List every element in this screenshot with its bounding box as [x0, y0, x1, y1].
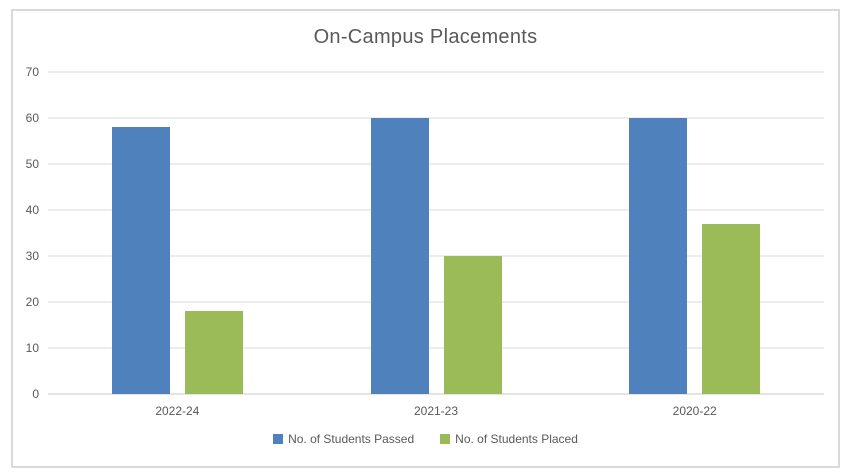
- bar-no-of-students-placed-2020-22: [702, 223, 761, 394]
- chart-title: On-Campus Placements: [313, 26, 538, 48]
- bar-group-2021-23: [307, 72, 566, 394]
- bar-no-of-students-placed-2021-23: [443, 256, 502, 394]
- legend-item-no-of-students-passed: No. of Students Passed: [273, 432, 414, 446]
- gridline-40: [48, 209, 824, 211]
- y-tick-label-0: 0: [32, 387, 39, 401]
- legend-label: No. of Students Placed: [455, 432, 578, 446]
- y-tick-label-10: 10: [25, 341, 39, 355]
- y-tick-label-60: 60: [25, 111, 39, 125]
- bar-group-2022-24: [48, 72, 307, 394]
- gridline-0: [48, 393, 824, 395]
- legend-label: No. of Students Passed: [288, 432, 415, 446]
- gridline-10: [48, 347, 824, 349]
- gridline-60: [48, 117, 824, 119]
- x-axis-labels: 2022-24 2021-23 2020-22: [48, 404, 824, 418]
- legend-item-no-of-students-placed: No. of Students Placed: [440, 432, 578, 446]
- legend-swatch-icon: [273, 434, 284, 444]
- bar-groups: [48, 72, 824, 394]
- bar-no-of-students-placed-2022-24: [184, 311, 243, 394]
- y-tick-label-50: 50: [25, 157, 39, 171]
- bar-no-of-students-passed-2020-22: [629, 118, 688, 394]
- x-tick-label-2022-24: 2022-24: [155, 404, 200, 418]
- gridline-30: [48, 255, 824, 257]
- gridline-50: [48, 163, 824, 165]
- gridline-20: [48, 301, 824, 303]
- bar-group-2020-22: [565, 72, 824, 394]
- legend: No. of Students Passed No. of Students Pl…: [13, 432, 838, 446]
- bar-no-of-students-passed-2022-24: [111, 127, 170, 394]
- chart-frame: On-Campus Placements 0 10 20 30 40 50 60 70 2022…: [11, 9, 840, 468]
- y-tick-label-20: 20: [25, 295, 39, 309]
- x-tick-label-2021-23: 2021-23: [413, 404, 459, 418]
- y-tick-label-40: 40: [25, 203, 39, 217]
- x-tick-label-2020-22: 2020-22: [672, 404, 717, 418]
- bar-no-of-students-passed-2021-23: [370, 118, 429, 394]
- y-tick-label-30: 30: [25, 249, 39, 263]
- legend-swatch-icon: [440, 434, 451, 444]
- y-tick-label-70: 70: [25, 65, 39, 79]
- plot-area: 0 10 20 30 40 50 60 70 2022-24 2021-23 2020-22: [26, 65, 824, 418]
- gridline-70: [48, 71, 824, 73]
